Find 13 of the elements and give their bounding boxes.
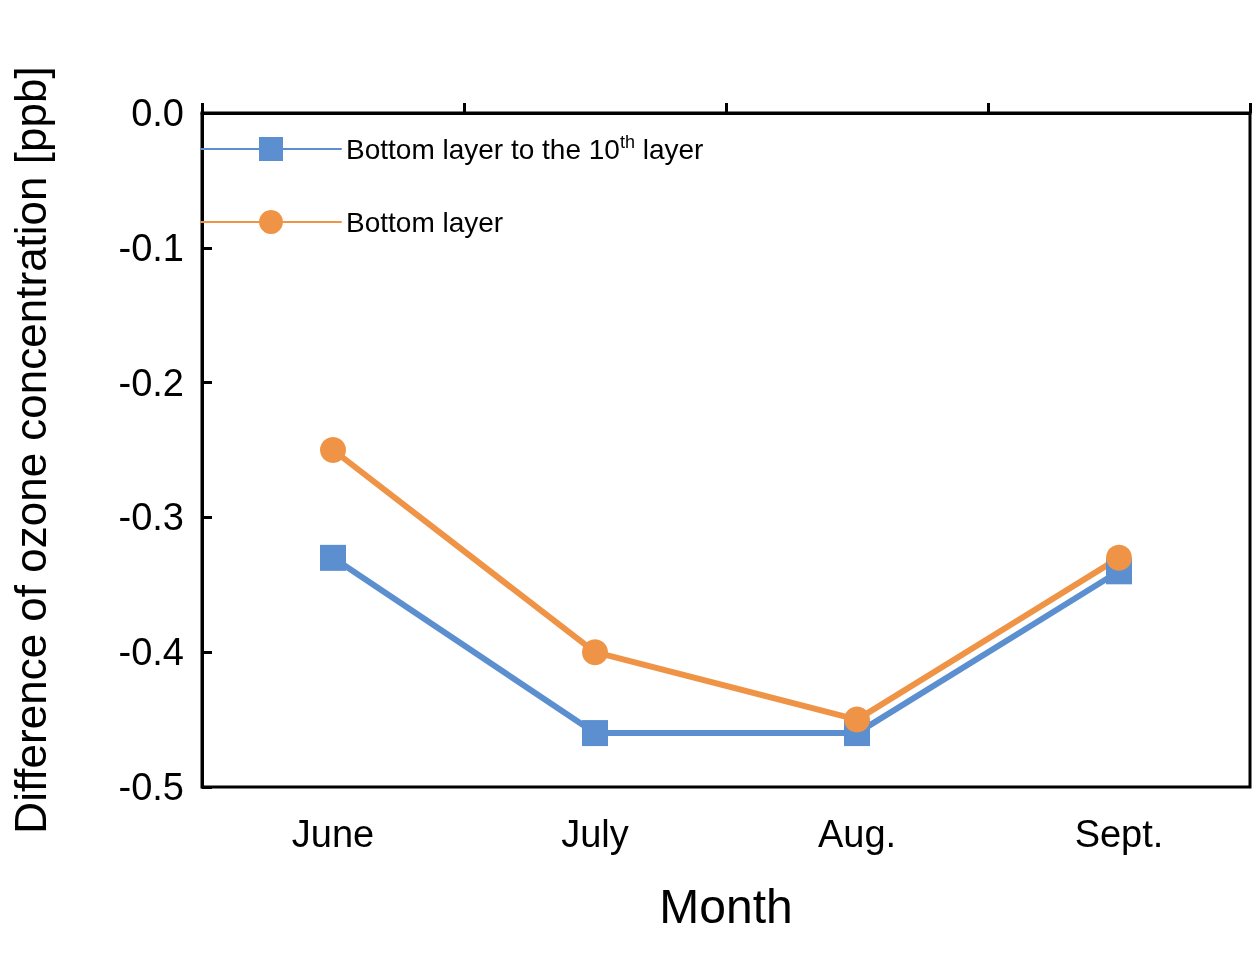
x-tick-label: Aug. [817,813,897,855]
y-tick-label: -0.3 [118,496,184,539]
x-tick-label: Sept. [1074,813,1164,855]
x-tick-label: July [561,813,629,855]
x-tick-label: June [291,813,375,855]
y-tick-label: -0.5 [118,766,184,808]
x-axis-title: Month [659,879,793,933]
y-tick-label: -0.2 [118,361,184,404]
legend-label: Bottom layer [346,206,504,238]
y-tick-label: -0.1 [118,226,184,269]
y-tick-label: 0.0 [131,92,184,134]
y-axis-title: Difference of ozone concentration [ppb] [5,66,55,834]
y-tick-label: -0.4 [118,631,184,674]
